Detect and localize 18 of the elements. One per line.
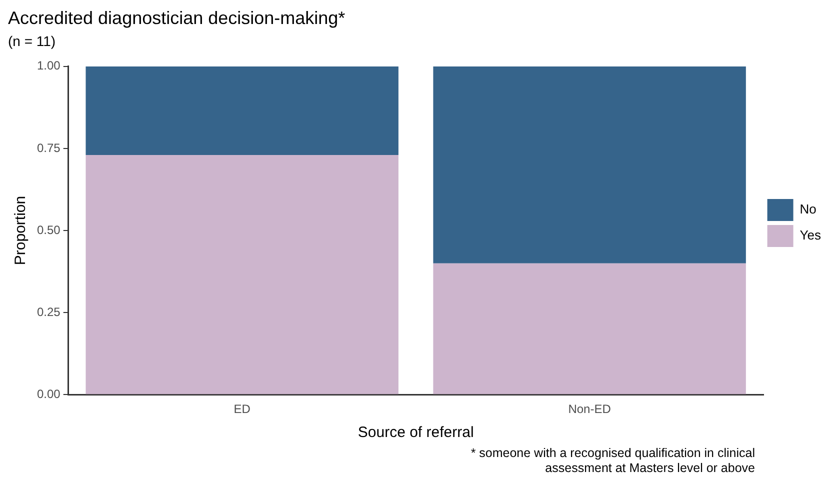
- bar: [433, 263, 746, 394]
- text: * someone with a recognised qualification in clinical assessment at Masters level or above: [470, 446, 755, 476]
- x-axis-title: Source of referral: [358, 424, 474, 442]
- legend-label: No: [800, 202, 816, 217]
- y-tick-label: 0.75: [36, 140, 61, 155]
- chart-title: Accredited diagnostician decision-making*: [8, 8, 346, 28]
- bar: [86, 155, 398, 394]
- x-tick-label: ED: [234, 402, 251, 416]
- bar: [86, 66, 398, 156]
- y-axis-title: Proportion: [12, 196, 30, 266]
- x-tick-label: Non-ED: [568, 402, 612, 416]
- bar: [433, 66, 746, 264]
- y-tick-label: 1.00: [36, 58, 61, 73]
- y-tick-label: 0.25: [36, 304, 61, 319]
- y-tick-label: 0.00: [36, 386, 61, 401]
- legend-label: Yes: [800, 228, 822, 243]
- chart-subtitle: (n = 11): [8, 32, 56, 49]
- y-tick-label: 0.50: [36, 222, 61, 237]
